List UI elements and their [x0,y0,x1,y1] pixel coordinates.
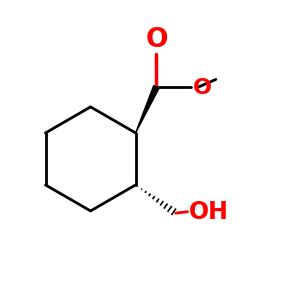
Polygon shape [136,85,159,133]
Text: O: O [193,78,212,98]
Text: OH: OH [189,200,229,224]
Text: O: O [145,27,168,53]
